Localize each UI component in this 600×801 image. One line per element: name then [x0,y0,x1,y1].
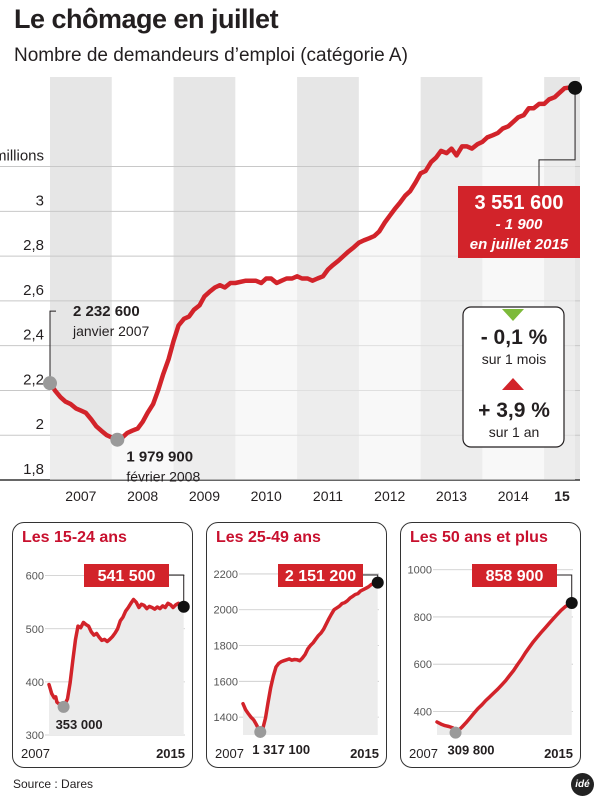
month-period-label: sur 1 mois [482,351,547,367]
end-value-label: 858 900 [486,568,544,585]
end-value-box [458,186,580,258]
y-tick-label: 1800 [214,641,238,653]
y-tick-label: 1,8 [23,461,44,478]
down-arrow-icon [502,309,524,321]
x-start-label: 2007 [409,746,438,761]
low-marker [254,725,267,738]
low-value-label: 1 317 100 [252,742,310,757]
page-title: Le chômage en juillet [14,4,279,34]
month-change-label: - 0,1 % [481,326,548,349]
y-tick-label: 2,4 [23,327,44,344]
year-period-label: sur 1 an [489,424,540,440]
end-value-label: 541 500 [98,568,156,585]
area-fill [49,599,184,735]
panel-title-15-24: Les 15-24 ans [22,529,127,546]
x-tick-label: 2012 [374,488,405,504]
y-tick-label: 300 [26,730,44,742]
area-fill [50,87,576,480]
end-value-box [472,564,557,587]
y-tick-label: 800 [414,612,432,624]
end-change-label: - 1 900 [496,216,543,233]
y-tick-label: 400 [26,677,44,689]
low-value-label: 309 800 [448,743,495,758]
x-tick-label: 2011 [313,488,343,504]
y-tick-label: 2 [36,416,44,433]
end-leader-line [557,574,573,604]
y-tick-label: 1600 [214,676,238,688]
y-tick-label: 600 [414,659,432,671]
x-end-label: 2015 [156,746,185,761]
x-end-label: 2015 [350,746,379,761]
low-marker [110,432,125,447]
x-tick-label: 2014 [498,488,529,504]
low-marker [57,700,70,713]
source-note: Source : Dares [13,777,94,791]
year-change-label: + 3,9 % [478,399,550,422]
x-tick-label: 2013 [436,488,467,504]
x-tick-label: 2009 [189,488,220,504]
panel-25-49: 1400 1600 1800 2000 2200 2 151 200 1 317 100 20… [206,522,387,768]
end-value-label: 3 551 600 [475,192,564,214]
y-tick-label: 600 [26,571,44,583]
y-tick-label: 2200 [214,569,238,581]
main-series-line [47,85,578,442]
end-value-label: 2 151 200 [285,568,356,585]
start-date-label: janvier 2007 [72,323,149,339]
publisher-logo: idé [571,773,594,796]
x-start-label: 2007 [21,746,50,761]
start-marker [43,376,57,391]
y-tick-label: 3,2 millions [0,148,44,165]
series-line [241,580,380,734]
evolution-box [462,306,565,448]
main-chart: 1,8 2 2,2 2,4 2,6 2,8 3 3,2 millions 2007 2008 20… [0,77,583,504]
panel-title-50-plus: Les 50 ans et plus [410,529,548,546]
x-tick-label: 2007 [65,488,96,504]
x-tick-label: 2008 [127,488,158,504]
end-leader-line [538,87,576,187]
end-marker [177,600,190,613]
panel-title-25-49: Les 25-49 ans [216,529,321,546]
up-arrow-icon [502,378,524,390]
y-tick-label: 1400 [214,712,238,724]
x-start-label: 2007 [215,746,244,761]
end-marker [568,80,583,95]
chart-subtitle: Nombre de demandeurs d’emploi (catégorie… [14,45,408,66]
end-value-box [84,564,169,587]
end-value-box [278,564,363,587]
low-date-label: février 2008 [126,469,200,485]
area-fill [243,582,378,735]
start-leader-line [49,310,56,384]
chart-15-24: 300 400 500 600 541 500 353 000 2007 2015 [21,564,190,761]
end-marker [565,597,578,610]
y-tick-label: 2,8 [23,237,44,254]
panel-50-plus: 400 600 800 1000 858 900 309 800 2007 2015 Les … [400,522,581,768]
end-leader-line [169,574,185,607]
start-value-label: 2 232 600 [73,303,140,320]
y-tick-label: 2000 [214,605,238,617]
panel-15-24: 300 400 500 600 541 500 353 000 2007 2015 Les 1… [12,522,193,768]
end-marker [371,576,384,589]
y-tick-label: 500 [26,624,44,636]
area-fill [437,603,572,735]
y-tick-label: 1000 [408,565,432,577]
y-tick-label: 2,2 [23,371,44,388]
x-end-label: 2015 [544,746,573,761]
y-tick-label: 400 [414,706,432,718]
low-marker [449,726,462,739]
low-value-label: 353 000 [56,717,103,732]
chart-25-49: 1400 1600 1800 2000 2200 2 151 200 1 317 100 20… [214,564,384,761]
y-tick-label: 3 [36,192,44,209]
y-tick-label: 2,6 [23,282,44,299]
x-tick-label: 2010 [251,488,282,504]
series-line [47,597,186,709]
end-date-label: en juillet 2015 [470,236,569,253]
low-value-label: 1 979 900 [126,449,193,466]
chart-50-plus: 400 600 800 1000 858 900 309 800 2007 2015 [408,564,578,761]
x-tick-label: 15 [554,488,570,504]
